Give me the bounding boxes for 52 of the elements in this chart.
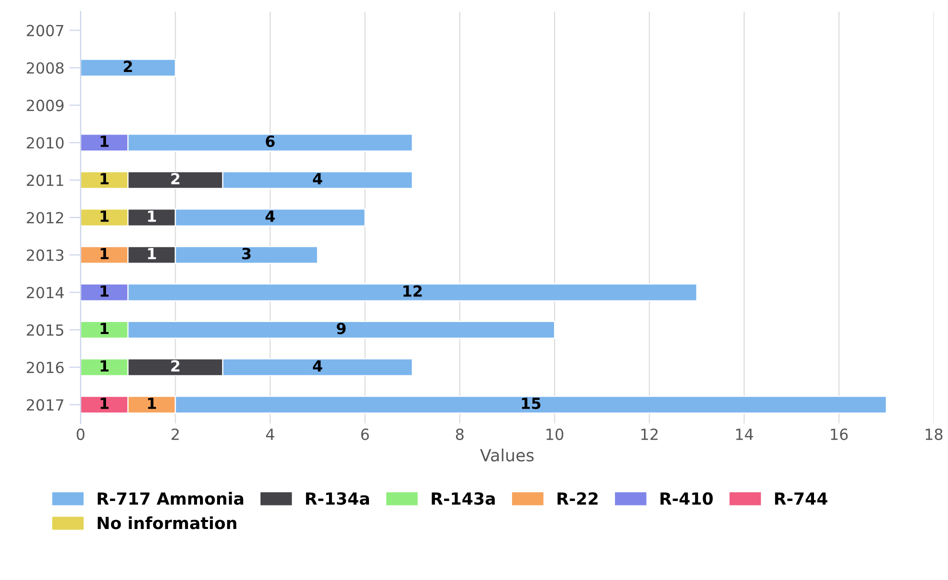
legend-label: No information [98,516,236,530]
data-label: 1 [100,322,109,334]
data-label: 3 [242,248,251,260]
data-label: 4 [312,360,322,372]
data-label: 9 [336,322,346,334]
data-label: 1 [100,210,109,222]
y-tick-label: 2016 [26,362,64,374]
x-tick-label: 14 [736,428,754,440]
x-tick-label: 10 [546,428,564,440]
data-label: 4 [312,173,322,184]
x-tick-label: 18 [926,428,942,440]
data-label: 12 [403,285,422,297]
legend-label: R-717 Ammonia [98,492,244,505]
bar [80,58,176,77]
x-tick-label: 12 [641,428,658,440]
legend-label: R-410 [660,492,713,505]
legend-label: R-134a [306,492,369,505]
data-label: 1 [100,285,109,297]
legend-label: R-744 [775,492,828,505]
x-tick-label: 2 [172,428,179,440]
y-tick-label: 2017 [26,399,64,411]
y-tick-label: 2014 [26,286,64,298]
y-tick-label: 2013 [26,249,64,261]
data-label: 2 [171,360,180,372]
data-label: 1 [148,248,156,260]
legend-label: R-143a [432,492,495,505]
y-tick-label: 2010 [26,137,64,149]
data-label: 6 [266,136,275,148]
data-label: 4 [266,210,275,222]
y-tick-label: 2008 [26,62,64,74]
data-label: 2 [124,60,132,72]
data-label: 1 [148,398,156,409]
data-label: 15 [522,398,540,410]
y-tick-label: 2011 [26,174,64,186]
x-axis-title: Values [480,448,534,462]
data-label: 1 [100,248,109,260]
data-label: 1 [148,210,156,222]
legend-label: R-22 [558,492,598,505]
data-label: 2 [171,172,180,184]
data-label: 1 [100,173,109,184]
x-tick-label: 0 [76,428,84,440]
y-tick-label: 2007 [26,24,64,36]
x-tick-label: 4 [266,428,274,440]
x-tick-label: 6 [361,428,369,440]
x-tick-label: 8 [456,428,464,440]
y-tick-label: 2009 [26,100,64,112]
y-tick-label: 2015 [26,324,64,336]
data-label: 1 [100,136,109,147]
y-tick-label: 2012 [26,212,64,224]
x-tick-label: 16 [830,428,848,440]
data-label: 1 [100,360,109,372]
data-label: 1 [100,398,109,409]
